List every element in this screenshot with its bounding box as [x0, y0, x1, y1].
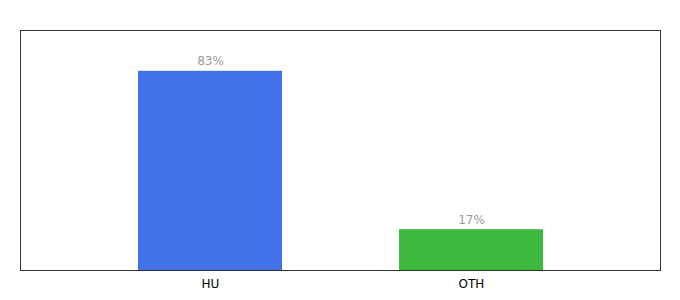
svg-text:17%: 17% — [458, 213, 485, 227]
svg-text:83%: 83% — [197, 54, 224, 68]
svg-text:HU: HU — [202, 277, 220, 291]
svg-text:OTH: OTH — [459, 277, 485, 291]
